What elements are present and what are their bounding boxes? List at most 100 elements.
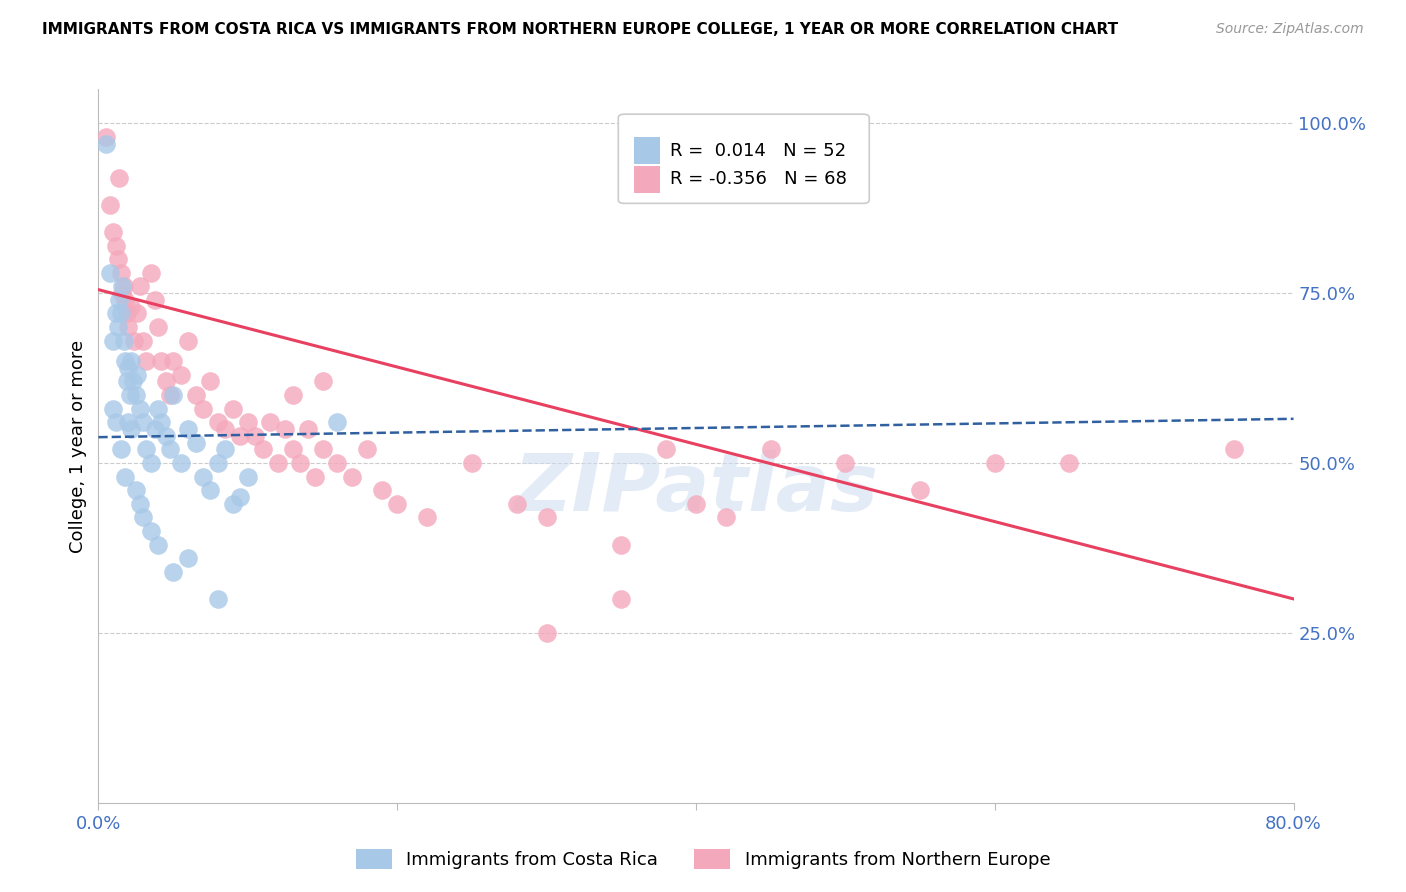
Point bbox=[222, 401, 245, 416]
Point bbox=[120, 422, 142, 436]
Point bbox=[114, 354, 136, 368]
Point bbox=[112, 279, 135, 293]
Point bbox=[685, 497, 707, 511]
Point bbox=[236, 469, 259, 483]
Point bbox=[155, 375, 177, 389]
Point bbox=[132, 334, 155, 348]
Point bbox=[120, 354, 142, 368]
Point bbox=[834, 456, 856, 470]
Point bbox=[326, 456, 349, 470]
Bar bbox=[634, 137, 661, 164]
Point bbox=[155, 429, 177, 443]
Point bbox=[326, 415, 349, 429]
Point bbox=[385, 497, 409, 511]
Point bbox=[110, 442, 132, 457]
Point bbox=[98, 266, 122, 280]
Point bbox=[371, 483, 394, 498]
Point bbox=[252, 442, 274, 457]
Point bbox=[105, 415, 128, 429]
Point bbox=[139, 456, 162, 470]
Point bbox=[112, 334, 135, 348]
Point bbox=[267, 456, 290, 470]
Point bbox=[177, 551, 200, 566]
Point bbox=[98, 198, 122, 212]
Text: R =  0.014   N = 52: R = 0.014 N = 52 bbox=[669, 142, 846, 160]
Point bbox=[207, 591, 229, 606]
Point bbox=[94, 129, 117, 144]
Point bbox=[236, 415, 259, 429]
Point bbox=[159, 442, 181, 457]
Point bbox=[222, 497, 245, 511]
Point bbox=[120, 300, 142, 314]
Legend: Immigrants from Costa Rica, Immigrants from Northern Europe: Immigrants from Costa Rica, Immigrants f… bbox=[347, 839, 1059, 879]
Point bbox=[148, 401, 170, 416]
Point bbox=[125, 483, 148, 498]
Point bbox=[117, 360, 139, 375]
Point bbox=[214, 422, 236, 436]
Point bbox=[169, 456, 191, 470]
Point bbox=[118, 388, 141, 402]
Point bbox=[1223, 442, 1246, 457]
Point bbox=[115, 375, 138, 389]
Point bbox=[132, 510, 155, 524]
Point bbox=[129, 401, 152, 416]
Point bbox=[162, 388, 184, 402]
Text: ZIPatlas: ZIPatlas bbox=[513, 450, 879, 528]
Point bbox=[259, 415, 281, 429]
Point bbox=[536, 626, 558, 640]
Point bbox=[214, 442, 236, 457]
Point bbox=[229, 490, 252, 504]
Point bbox=[177, 334, 200, 348]
Point bbox=[115, 306, 138, 320]
Point bbox=[117, 320, 139, 334]
Point bbox=[150, 415, 173, 429]
Text: IMMIGRANTS FROM COSTA RICA VS IMMIGRANTS FROM NORTHERN EUROPE COLLEGE, 1 YEAR OR: IMMIGRANTS FROM COSTA RICA VS IMMIGRANTS… bbox=[42, 22, 1118, 37]
Point bbox=[610, 537, 633, 551]
Point bbox=[610, 591, 633, 606]
Point bbox=[105, 238, 128, 252]
FancyBboxPatch shape bbox=[619, 114, 869, 203]
Point bbox=[143, 293, 166, 307]
Point bbox=[114, 293, 136, 307]
Bar bbox=[634, 166, 661, 193]
Point bbox=[107, 252, 129, 266]
Point bbox=[111, 286, 134, 301]
Point bbox=[207, 415, 229, 429]
Point bbox=[111, 279, 134, 293]
Point bbox=[184, 388, 207, 402]
Point bbox=[127, 368, 149, 382]
Point bbox=[103, 401, 125, 416]
Point bbox=[416, 510, 439, 524]
Point bbox=[311, 375, 333, 389]
Point bbox=[117, 415, 139, 429]
Point bbox=[162, 565, 184, 579]
Point bbox=[127, 306, 149, 320]
Point bbox=[148, 320, 170, 334]
Point bbox=[103, 334, 125, 348]
Point bbox=[759, 442, 782, 457]
Point bbox=[114, 469, 136, 483]
Point bbox=[124, 334, 146, 348]
Point bbox=[150, 354, 173, 368]
Point bbox=[139, 266, 162, 280]
Point bbox=[105, 306, 128, 320]
Y-axis label: College, 1 year or more: College, 1 year or more bbox=[69, 340, 87, 552]
Point bbox=[103, 225, 125, 239]
Point bbox=[506, 497, 529, 511]
Point bbox=[121, 375, 143, 389]
Point bbox=[129, 497, 152, 511]
Point bbox=[108, 293, 131, 307]
Point bbox=[311, 442, 333, 457]
Point bbox=[132, 415, 155, 429]
Point bbox=[207, 456, 229, 470]
Text: R = -0.356   N = 68: R = -0.356 N = 68 bbox=[669, 170, 846, 188]
Point bbox=[125, 388, 148, 402]
Point bbox=[135, 354, 157, 368]
Point bbox=[110, 306, 132, 320]
Point bbox=[191, 469, 214, 483]
Point bbox=[714, 510, 737, 524]
Point bbox=[191, 401, 214, 416]
Point bbox=[288, 456, 311, 470]
Point bbox=[159, 388, 181, 402]
Point bbox=[162, 354, 184, 368]
